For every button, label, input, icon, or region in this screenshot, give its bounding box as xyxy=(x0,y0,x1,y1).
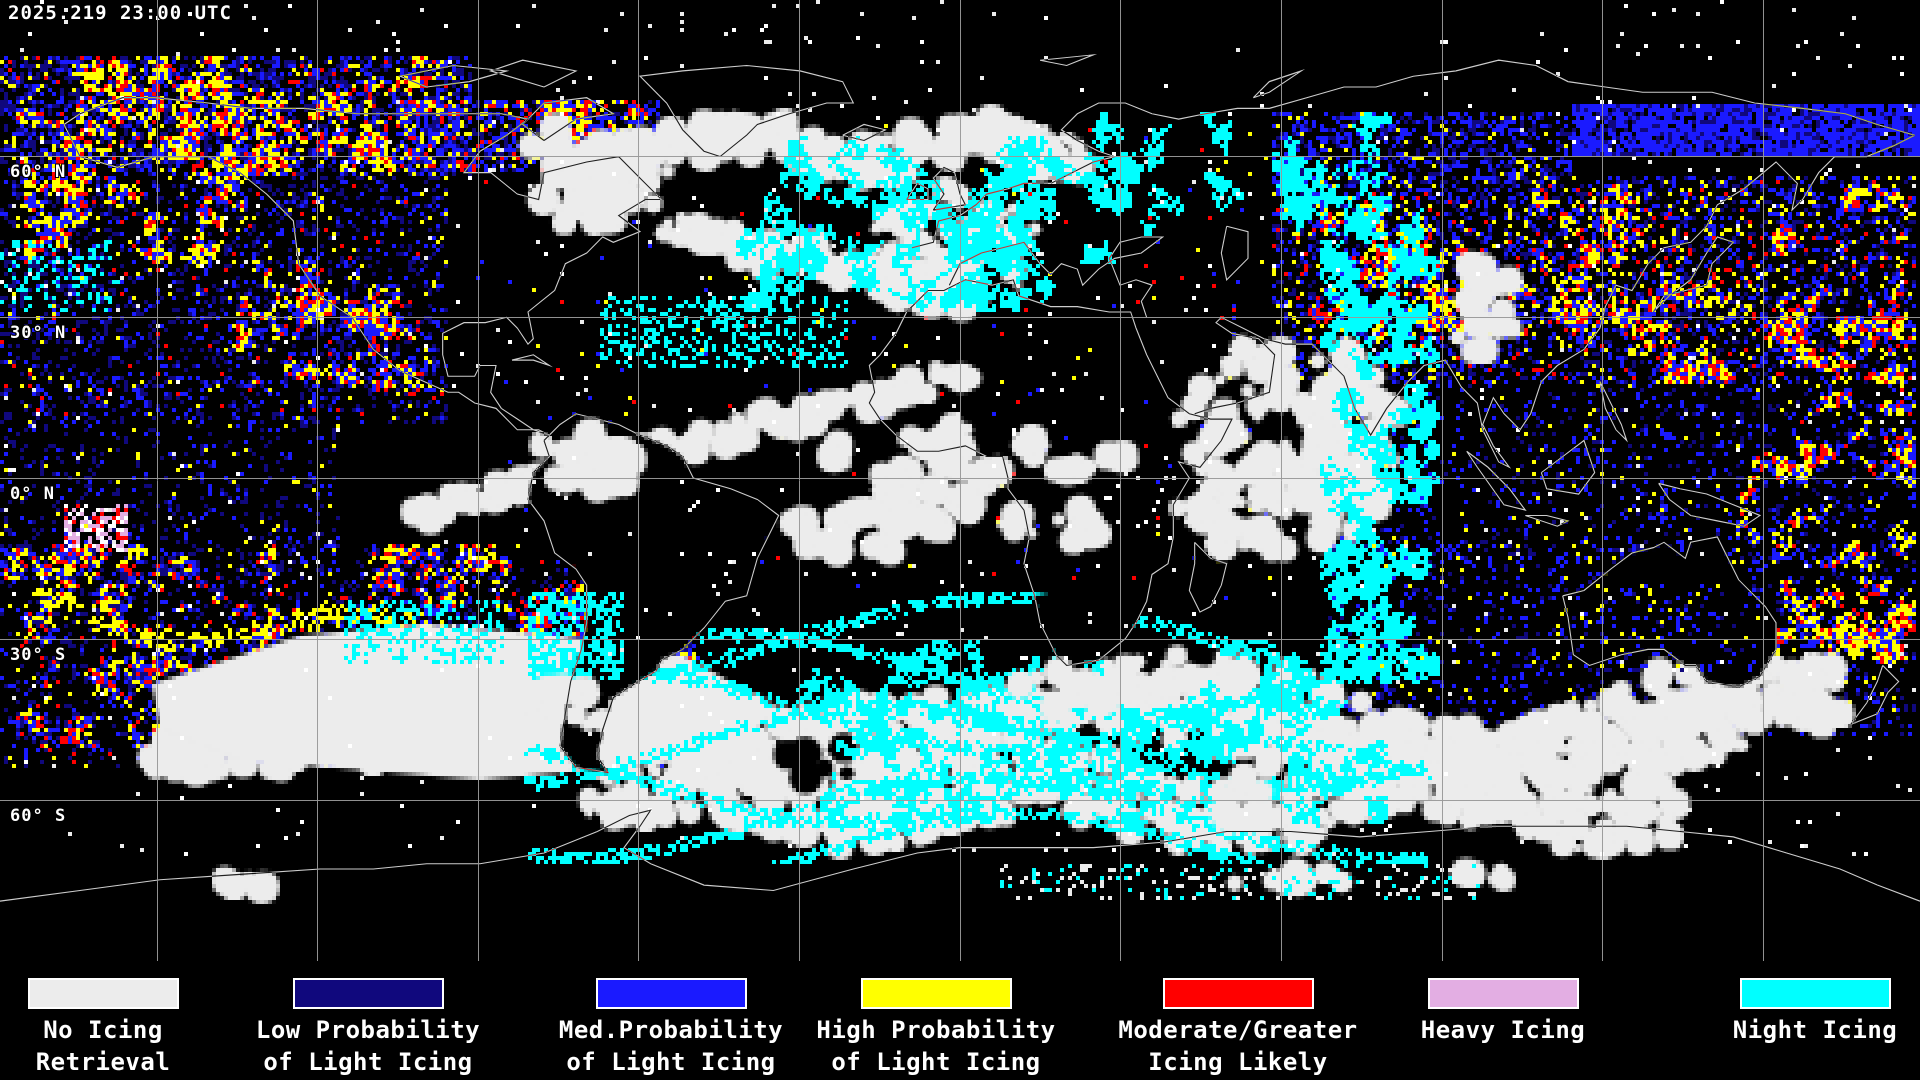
mod-greater-swatch xyxy=(1162,978,1314,1009)
low-prob-label: Low Probability of Light Icing xyxy=(255,1016,481,1076)
night-icing-label: Night Icing xyxy=(1732,1016,1898,1044)
no-icing-swatch xyxy=(27,978,179,1009)
night-icing-swatch xyxy=(1739,978,1891,1009)
high-prob-label: High Probability of Light Icing xyxy=(816,1016,1056,1076)
heavy-icing-swatch xyxy=(1427,978,1579,1009)
med-prob-label: Med.Probability of Light Icing xyxy=(558,1016,784,1076)
heavy-icing-label: Heavy Icing xyxy=(1420,1016,1586,1044)
med-prob-swatch xyxy=(595,978,747,1009)
mod-greater-label: Moderate/Greater Icing Likely xyxy=(1118,1016,1358,1076)
low-prob-swatch xyxy=(292,978,444,1009)
high-prob-swatch xyxy=(860,978,1012,1009)
global-icing-map xyxy=(0,0,1920,968)
no-icing-label: No Icing Retrieval xyxy=(35,1016,171,1076)
legend: No Icing Retrieval Low Probability of Light… xyxy=(0,966,1920,1080)
